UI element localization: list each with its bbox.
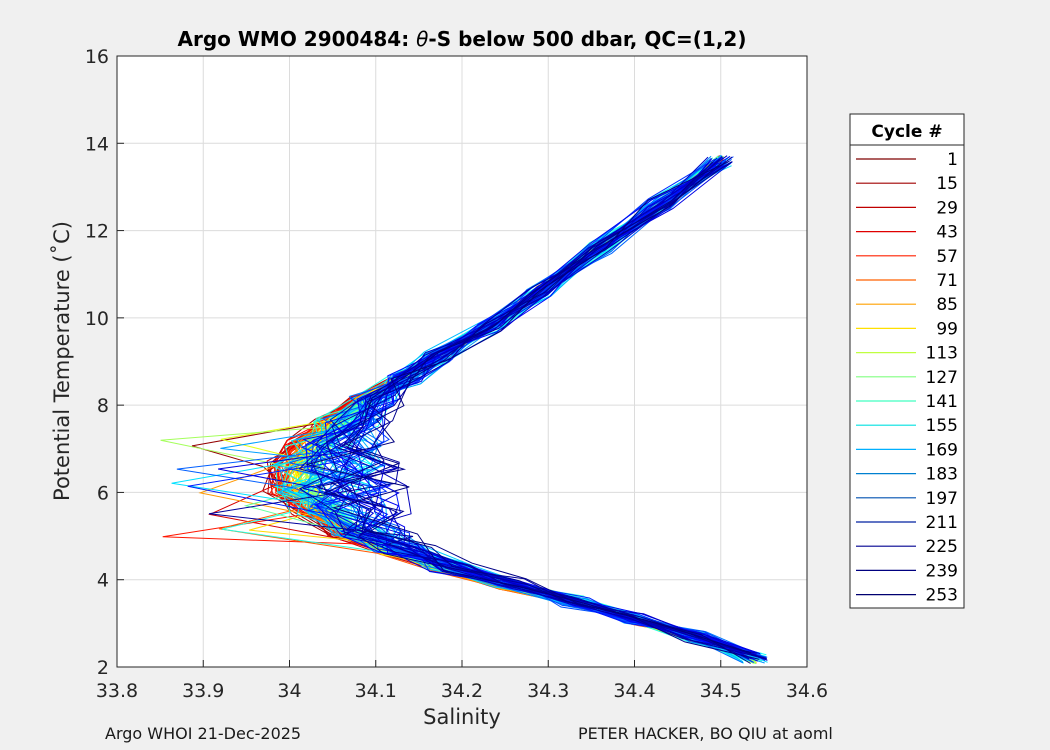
legend-entry-label: 197 xyxy=(926,489,958,509)
x-tick-label: 34.1 xyxy=(355,680,397,702)
profile-curves xyxy=(160,154,768,665)
y-tick-label: 10 xyxy=(85,308,109,330)
y-tick-label: 8 xyxy=(97,395,109,417)
profile-line xyxy=(323,162,751,664)
x-tick-label: 34.3 xyxy=(527,680,569,702)
legend-entry-label: 113 xyxy=(926,344,958,364)
legend-entry-label: 211 xyxy=(926,513,958,533)
footer-credit-left: Argo WHOI 21-Dec-2025 xyxy=(105,724,302,743)
legend-entry-label: 85 xyxy=(936,295,958,315)
x-tick-label: 33.8 xyxy=(96,680,138,702)
x-tick-label: 34.2 xyxy=(441,680,483,702)
y-tick-label: 16 xyxy=(85,46,109,68)
legend-entry-label: 127 xyxy=(926,368,958,388)
legend-entry-label: 141 xyxy=(926,392,958,412)
legend-entry-label: 43 xyxy=(936,223,958,243)
profile-line xyxy=(330,161,764,659)
legend-entry-label: 15 xyxy=(936,174,958,194)
profile-line xyxy=(306,160,752,654)
legend-entry-label: 183 xyxy=(926,465,958,485)
legend-entry-label: 239 xyxy=(926,561,958,581)
x-tick-label: 34.4 xyxy=(613,680,655,702)
legend-entry-label: 169 xyxy=(926,440,958,460)
profile-line xyxy=(218,158,757,655)
x-tick-label: 33.9 xyxy=(182,680,224,702)
chart-title: Argo WMO 2900484: θ-S below 500 dbar, QC… xyxy=(178,27,747,51)
legend-entry-label: 29 xyxy=(936,198,958,218)
legend-entry-label: 225 xyxy=(926,537,958,557)
legend-title: Cycle # xyxy=(871,122,942,142)
legend: Cycle # 1 15 29 43 57 71 85 99 113 127 141 155 169 18… xyxy=(849,113,965,609)
y-tick-label: 2 xyxy=(97,657,109,679)
x-tick-label: 34 xyxy=(277,680,301,702)
legend-box xyxy=(849,113,965,609)
legend-items: 1 15 29 43 57 71 85 99 113 127 141 155 169 183 197 211 2… xyxy=(856,150,958,606)
legend-entry-label: 99 xyxy=(936,319,958,339)
x-axis-label: Salinity xyxy=(423,705,501,729)
legend-entry-label: 71 xyxy=(936,271,958,291)
ticks: 33.8 33.9 34 34.1 34.2 34.3 34.4 34.5 34.6 2 4 6 8 10… xyxy=(85,46,828,702)
legend-entry-label: 253 xyxy=(926,586,958,606)
y-tick-label: 14 xyxy=(85,133,109,155)
footer-credit-right: PETER HACKER, BO QIU at aoml xyxy=(578,724,833,743)
legend-entry-label: 1 xyxy=(947,150,958,170)
x-tick-label: 34.6 xyxy=(786,680,828,702)
y-tick-label: 12 xyxy=(85,221,109,243)
legend-entry-label: 155 xyxy=(926,416,958,436)
y-tick-label: 6 xyxy=(97,482,109,504)
x-tick-label: 34.5 xyxy=(700,680,742,702)
profile-line xyxy=(331,161,763,659)
y-tick-label: 4 xyxy=(97,570,109,592)
y-axis-label: Potential Temperature (˚C) xyxy=(50,221,74,501)
legend-entry-label: 57 xyxy=(936,247,958,267)
